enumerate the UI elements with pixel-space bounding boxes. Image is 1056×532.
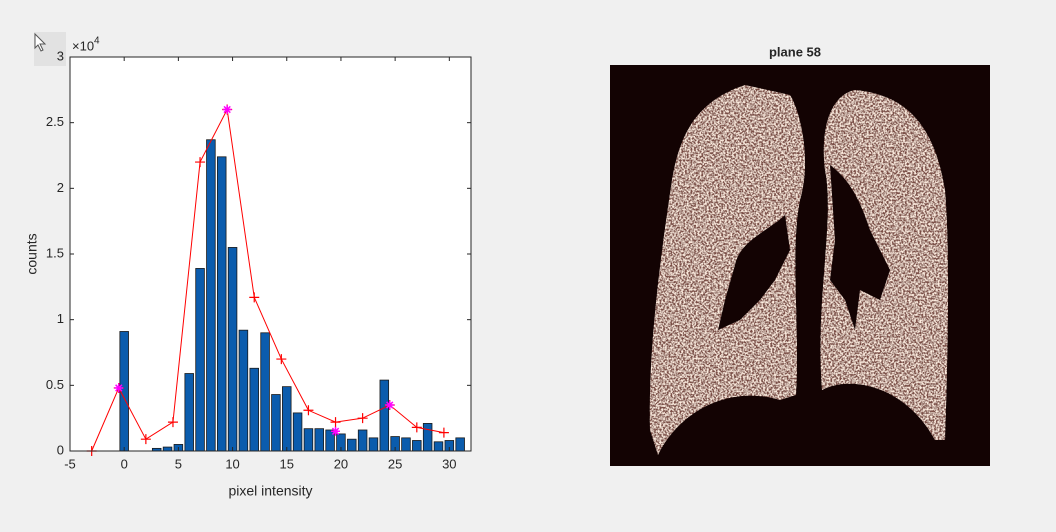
bar: [357, 429, 368, 452]
x-tick-label: 25: [388, 456, 402, 471]
bar: [195, 268, 205, 452]
y-tick-label: 0: [57, 442, 64, 457]
y-multiplier-exponent: 4: [94, 36, 100, 47]
left-lung: [649, 85, 806, 455]
bar: [401, 437, 411, 452]
line-marker: [330, 417, 341, 428]
bar: [379, 379, 390, 452]
line-marker: [438, 427, 449, 438]
line-marker: [249, 292, 260, 303]
x-tick-label: 15: [280, 456, 294, 471]
bar: [412, 440, 422, 452]
image-title: plane 58: [769, 44, 821, 59]
bar: [314, 428, 325, 452]
peak-marker: [331, 426, 341, 436]
bar: [238, 329, 249, 452]
line-marker: [276, 354, 287, 365]
line-marker: [167, 417, 178, 428]
bar: [206, 139, 216, 452]
left-airway: [718, 215, 790, 330]
bar: [282, 386, 292, 452]
y-tick-label: 2: [57, 180, 64, 195]
image-axes: plane 58: [610, 44, 990, 466]
bar: [249, 367, 259, 452]
x-tick-label: -5: [64, 456, 76, 471]
x-tick-label: 30: [442, 456, 456, 471]
y-multiplier-base: ×10: [72, 38, 94, 53]
peak-marker: [385, 400, 395, 410]
bar: [455, 437, 465, 452]
x-axis-label: pixel intensity: [228, 483, 312, 499]
x-tick-label: 20: [334, 456, 348, 471]
y-tick-label: 0.5: [46, 377, 64, 392]
y-tick-label: 2.5: [46, 114, 64, 129]
bar: [433, 441, 444, 452]
right-airway: [830, 165, 890, 330]
bar: [422, 423, 433, 452]
bar: [162, 446, 173, 452]
bar: [303, 428, 314, 452]
bar: [184, 373, 194, 452]
y-tick-label: 3: [57, 48, 64, 63]
x-tick-label: 10: [225, 456, 239, 471]
line-marker: [411, 422, 422, 433]
y-tick-label: 1: [57, 311, 64, 326]
bar: [260, 332, 270, 452]
line: [91, 107, 445, 452]
bar: [227, 247, 238, 452]
x-tick-label: 5: [175, 456, 182, 471]
bar: [292, 412, 303, 452]
line-marker: [195, 157, 206, 168]
y-axis-label: counts: [24, 233, 40, 274]
peak-marker: [114, 383, 124, 393]
bar: [347, 438, 357, 452]
bar: [271, 394, 281, 452]
bar: [368, 437, 379, 452]
bar: [216, 156, 227, 452]
line-marker: [357, 413, 368, 424]
y-tick-label: 1.5: [46, 245, 64, 260]
plot-area: [70, 57, 471, 451]
peak-marker: [222, 105, 232, 115]
line-marker: [303, 405, 314, 416]
line-marker: [140, 434, 151, 445]
cursor: [34, 32, 47, 52]
x-tick-label: 0: [121, 456, 128, 471]
